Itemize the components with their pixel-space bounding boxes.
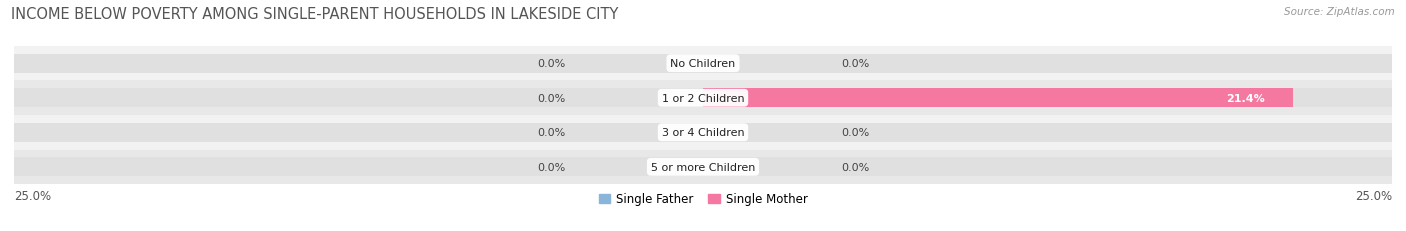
Text: 25.0%: 25.0% [14,189,51,202]
Text: INCOME BELOW POVERTY AMONG SINGLE-PARENT HOUSEHOLDS IN LAKESIDE CITY: INCOME BELOW POVERTY AMONG SINGLE-PARENT… [11,7,619,22]
Text: 0.0%: 0.0% [841,59,869,69]
Bar [14,150,1392,184]
Bar [14,123,510,142]
Bar [14,47,1392,81]
Text: Source: ZipAtlas.com: Source: ZipAtlas.com [1284,7,1395,17]
Text: No Children: No Children [671,59,735,69]
Bar [14,123,1392,142]
Text: 0.0%: 0.0% [841,162,869,172]
Text: 5 or more Children: 5 or more Children [651,162,755,172]
Bar [14,158,510,176]
Text: 0.0%: 0.0% [537,162,565,172]
Bar [14,89,1392,108]
Bar [703,89,1292,108]
Bar [14,158,1392,176]
Bar [14,116,1392,150]
Text: 0.0%: 0.0% [537,93,565,103]
Bar [14,81,1392,116]
Text: 3 or 4 Children: 3 or 4 Children [662,128,744,138]
Text: 0.0%: 0.0% [537,128,565,138]
Text: 21.4%: 21.4% [1226,93,1265,103]
Text: 1 or 2 Children: 1 or 2 Children [662,93,744,103]
Bar [14,55,1392,73]
Legend: Single Father, Single Mother: Single Father, Single Mother [593,188,813,210]
Text: 0.0%: 0.0% [841,128,869,138]
Bar [14,89,510,108]
Bar [14,55,510,73]
Text: 25.0%: 25.0% [1355,189,1392,202]
Text: 0.0%: 0.0% [537,59,565,69]
